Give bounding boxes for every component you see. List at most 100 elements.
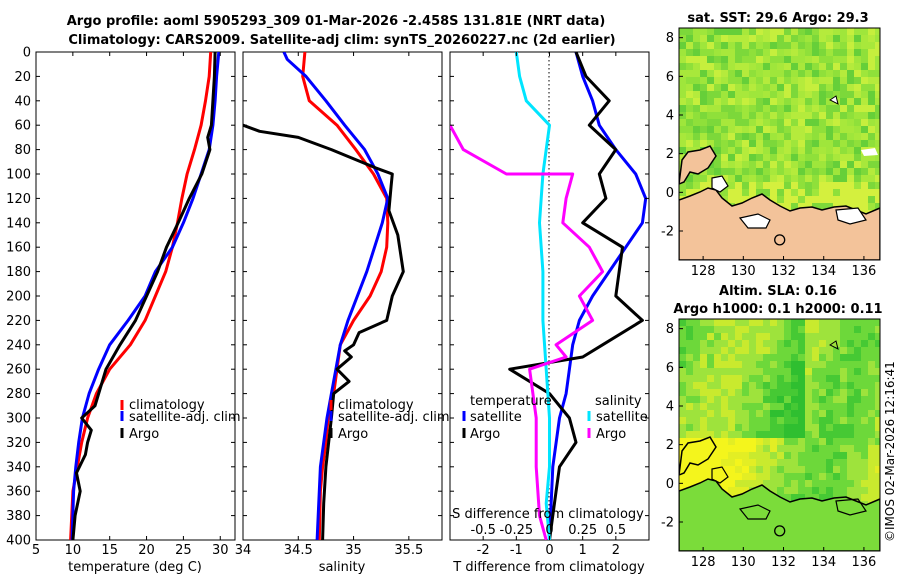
map-cell	[679, 182, 686, 189]
map-cell	[700, 389, 707, 396]
map-cell	[784, 487, 791, 494]
map-cell	[735, 35, 742, 42]
map-cell	[693, 133, 700, 140]
map-cell	[735, 98, 742, 105]
map-cell	[791, 459, 798, 466]
map-cell	[777, 354, 784, 361]
map-cell	[819, 396, 826, 403]
map-cell	[756, 326, 763, 333]
map-cell	[714, 368, 721, 375]
map-cell	[749, 28, 756, 35]
map-cell	[819, 77, 826, 84]
map-cell	[763, 112, 770, 119]
map-cell	[721, 347, 728, 354]
map-cell	[833, 466, 840, 473]
map-cell	[791, 382, 798, 389]
map-cell	[875, 42, 880, 49]
map-cell	[679, 84, 686, 91]
map-cell	[700, 445, 707, 452]
map-x-tick-label: 136	[852, 555, 877, 570]
legend-s-argo-label: Argo	[596, 427, 626, 442]
map-cell	[749, 368, 756, 375]
map-cell	[749, 445, 756, 452]
map-cell	[861, 424, 868, 431]
map-cell	[854, 28, 861, 35]
map-cell	[819, 70, 826, 77]
map-cell	[721, 28, 728, 35]
map-cell	[812, 98, 819, 105]
map-cell	[777, 480, 784, 487]
map-cell	[770, 168, 777, 175]
map-cell	[700, 403, 707, 410]
map-cell	[735, 182, 742, 189]
map-cell	[770, 105, 777, 112]
map-cell	[742, 35, 749, 42]
map-cell	[861, 333, 868, 340]
map-cell	[707, 42, 714, 49]
map-cell	[833, 140, 840, 147]
map-cell	[791, 42, 798, 49]
map-cell	[812, 438, 819, 445]
map-cell	[700, 70, 707, 77]
map-cell	[798, 466, 805, 473]
map-cell	[812, 147, 819, 154]
map-cell	[798, 133, 805, 140]
map-cell	[805, 473, 812, 480]
map-cell	[721, 63, 728, 70]
map-cell	[847, 403, 854, 410]
map-cell	[868, 361, 875, 368]
map-cell	[791, 77, 798, 84]
map-cell	[763, 35, 770, 42]
map-cell	[798, 382, 805, 389]
map-cell	[868, 487, 875, 494]
map-cell	[728, 112, 735, 119]
map-cell	[784, 417, 791, 424]
island-outline	[679, 436, 717, 476]
map-cell	[868, 438, 875, 445]
map-cell	[714, 84, 721, 91]
map-cell	[700, 326, 707, 333]
map-cell	[728, 445, 735, 452]
map-cell	[861, 91, 868, 98]
map-cell	[826, 84, 833, 91]
y-tick-label: 380	[6, 509, 31, 524]
map-cell	[756, 403, 763, 410]
map-cell	[805, 431, 812, 438]
map-cell	[728, 431, 735, 438]
map-cell	[861, 105, 868, 112]
map-cell	[875, 182, 880, 189]
map-cell	[763, 333, 770, 340]
map-cell	[714, 396, 721, 403]
map-cell	[840, 424, 847, 431]
map-cell	[854, 56, 861, 63]
map-cell	[861, 494, 868, 501]
map-cell	[784, 203, 791, 210]
map-cell	[798, 42, 805, 49]
map-cell	[763, 452, 770, 459]
map-cell	[798, 361, 805, 368]
map-cell	[686, 98, 693, 105]
island-shape	[679, 145, 717, 185]
map-cell	[763, 389, 770, 396]
map-cell	[749, 431, 756, 438]
map-cell	[742, 396, 749, 403]
map-cell	[693, 340, 700, 347]
map-cell	[742, 389, 749, 396]
map-cell	[847, 396, 854, 403]
map-cell	[679, 319, 686, 326]
map-cell	[812, 452, 819, 459]
map-cell	[770, 417, 777, 424]
map-cell	[756, 98, 763, 105]
map-cell	[679, 147, 686, 154]
map-cell	[714, 35, 721, 42]
map-cell	[791, 319, 798, 326]
y-tick-label: 260	[6, 363, 31, 378]
legend-temperature-title: temperature	[470, 394, 552, 409]
map-cell	[770, 84, 777, 91]
map-cell	[812, 403, 819, 410]
map-cell	[686, 326, 693, 333]
map-cell	[770, 319, 777, 326]
map-cell	[686, 354, 693, 361]
map-cell	[805, 168, 812, 175]
map-cell	[875, 466, 880, 473]
